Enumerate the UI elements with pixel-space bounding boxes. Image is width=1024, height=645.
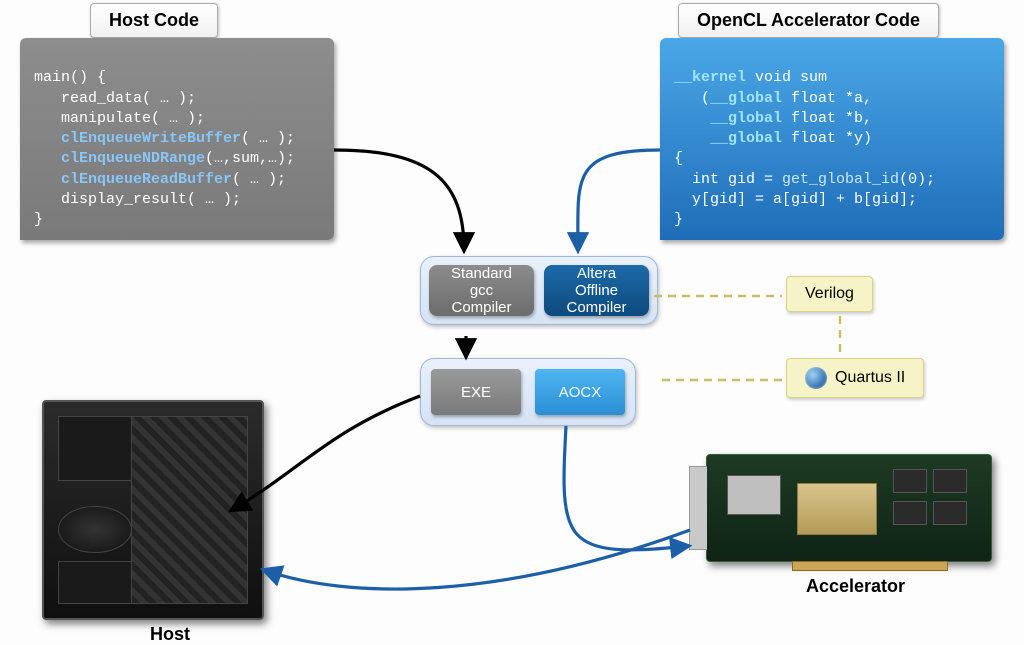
code-line: display_result( … ); xyxy=(34,191,241,208)
code-line: clEnqueueWriteBuffer( … ); xyxy=(34,130,295,147)
aocx-file-box: AOCX xyxy=(535,369,625,415)
aoc-label: Altera Offline Compiler xyxy=(566,265,626,316)
exe-label: EXE xyxy=(461,384,491,401)
code-line: read_data( … ); xyxy=(34,90,196,107)
verilog-label: Verilog xyxy=(805,285,854,303)
host-hw-label: Host xyxy=(150,624,190,645)
aocx-label: AOCX xyxy=(559,384,602,401)
aoc-compiler-box: Altera Offline Compiler xyxy=(544,265,649,316)
api-call: clEnqueueNDRange xyxy=(61,150,205,167)
quartus-label: Quartus II xyxy=(835,369,905,387)
host-pc-illustration xyxy=(42,400,264,620)
code-line: manipulate( … ); xyxy=(34,110,205,127)
accelerator-board-illustration xyxy=(706,454,992,562)
code-line: } xyxy=(674,211,683,228)
quartus-sticky: Quartus II xyxy=(786,358,924,398)
outputs-group: EXE AOCX xyxy=(420,358,636,426)
host-code-title: Host Code xyxy=(90,3,218,38)
compilers-group: Standard gcc Compiler Altera Offline Com… xyxy=(420,256,658,325)
code-line: (__global float *a, xyxy=(674,90,872,107)
quartus-icon xyxy=(805,367,827,389)
gcc-compiler-box: Standard gcc Compiler xyxy=(429,265,534,316)
code-line: __global float *y) xyxy=(674,130,872,147)
code-line: __kernel void sum xyxy=(674,69,827,86)
accel-code-panel: __kernel void sum (__global float *a, __… xyxy=(660,38,1004,240)
code-line: clEnqueueNDRange(…,sum,…); xyxy=(34,150,295,167)
verilog-sticky: Verilog xyxy=(786,276,873,312)
arrow-host-to-gcc xyxy=(334,150,464,250)
code-line: clEnqueueReadBuffer( … ); xyxy=(34,171,286,188)
code-line: __global float *b, xyxy=(674,110,872,127)
host-code-panel: main() { read_data( … ); manipulate( … )… xyxy=(20,38,334,240)
arrow-board-to-hostpc xyxy=(264,530,690,589)
code-line: } xyxy=(34,211,43,228)
code-line: main() { xyxy=(34,69,106,86)
accel-code-title: OpenCL Accelerator Code xyxy=(678,3,939,38)
arrow-accel-to-aoc xyxy=(578,150,660,250)
api-call: clEnqueueReadBuffer xyxy=(61,171,232,188)
code-line: int gid = get_global_id(0); xyxy=(674,171,935,188)
arrow-aocx-to-board xyxy=(564,426,688,550)
code-line: y[gid] = a[gid] + b[gid]; xyxy=(674,191,917,208)
gcc-label: Standard gcc Compiler xyxy=(451,265,512,316)
exe-file-box: EXE xyxy=(431,369,521,415)
code-line: { xyxy=(674,150,683,167)
api-call: clEnqueueWriteBuffer xyxy=(61,130,241,147)
accel-hw-label: Accelerator xyxy=(806,576,905,597)
